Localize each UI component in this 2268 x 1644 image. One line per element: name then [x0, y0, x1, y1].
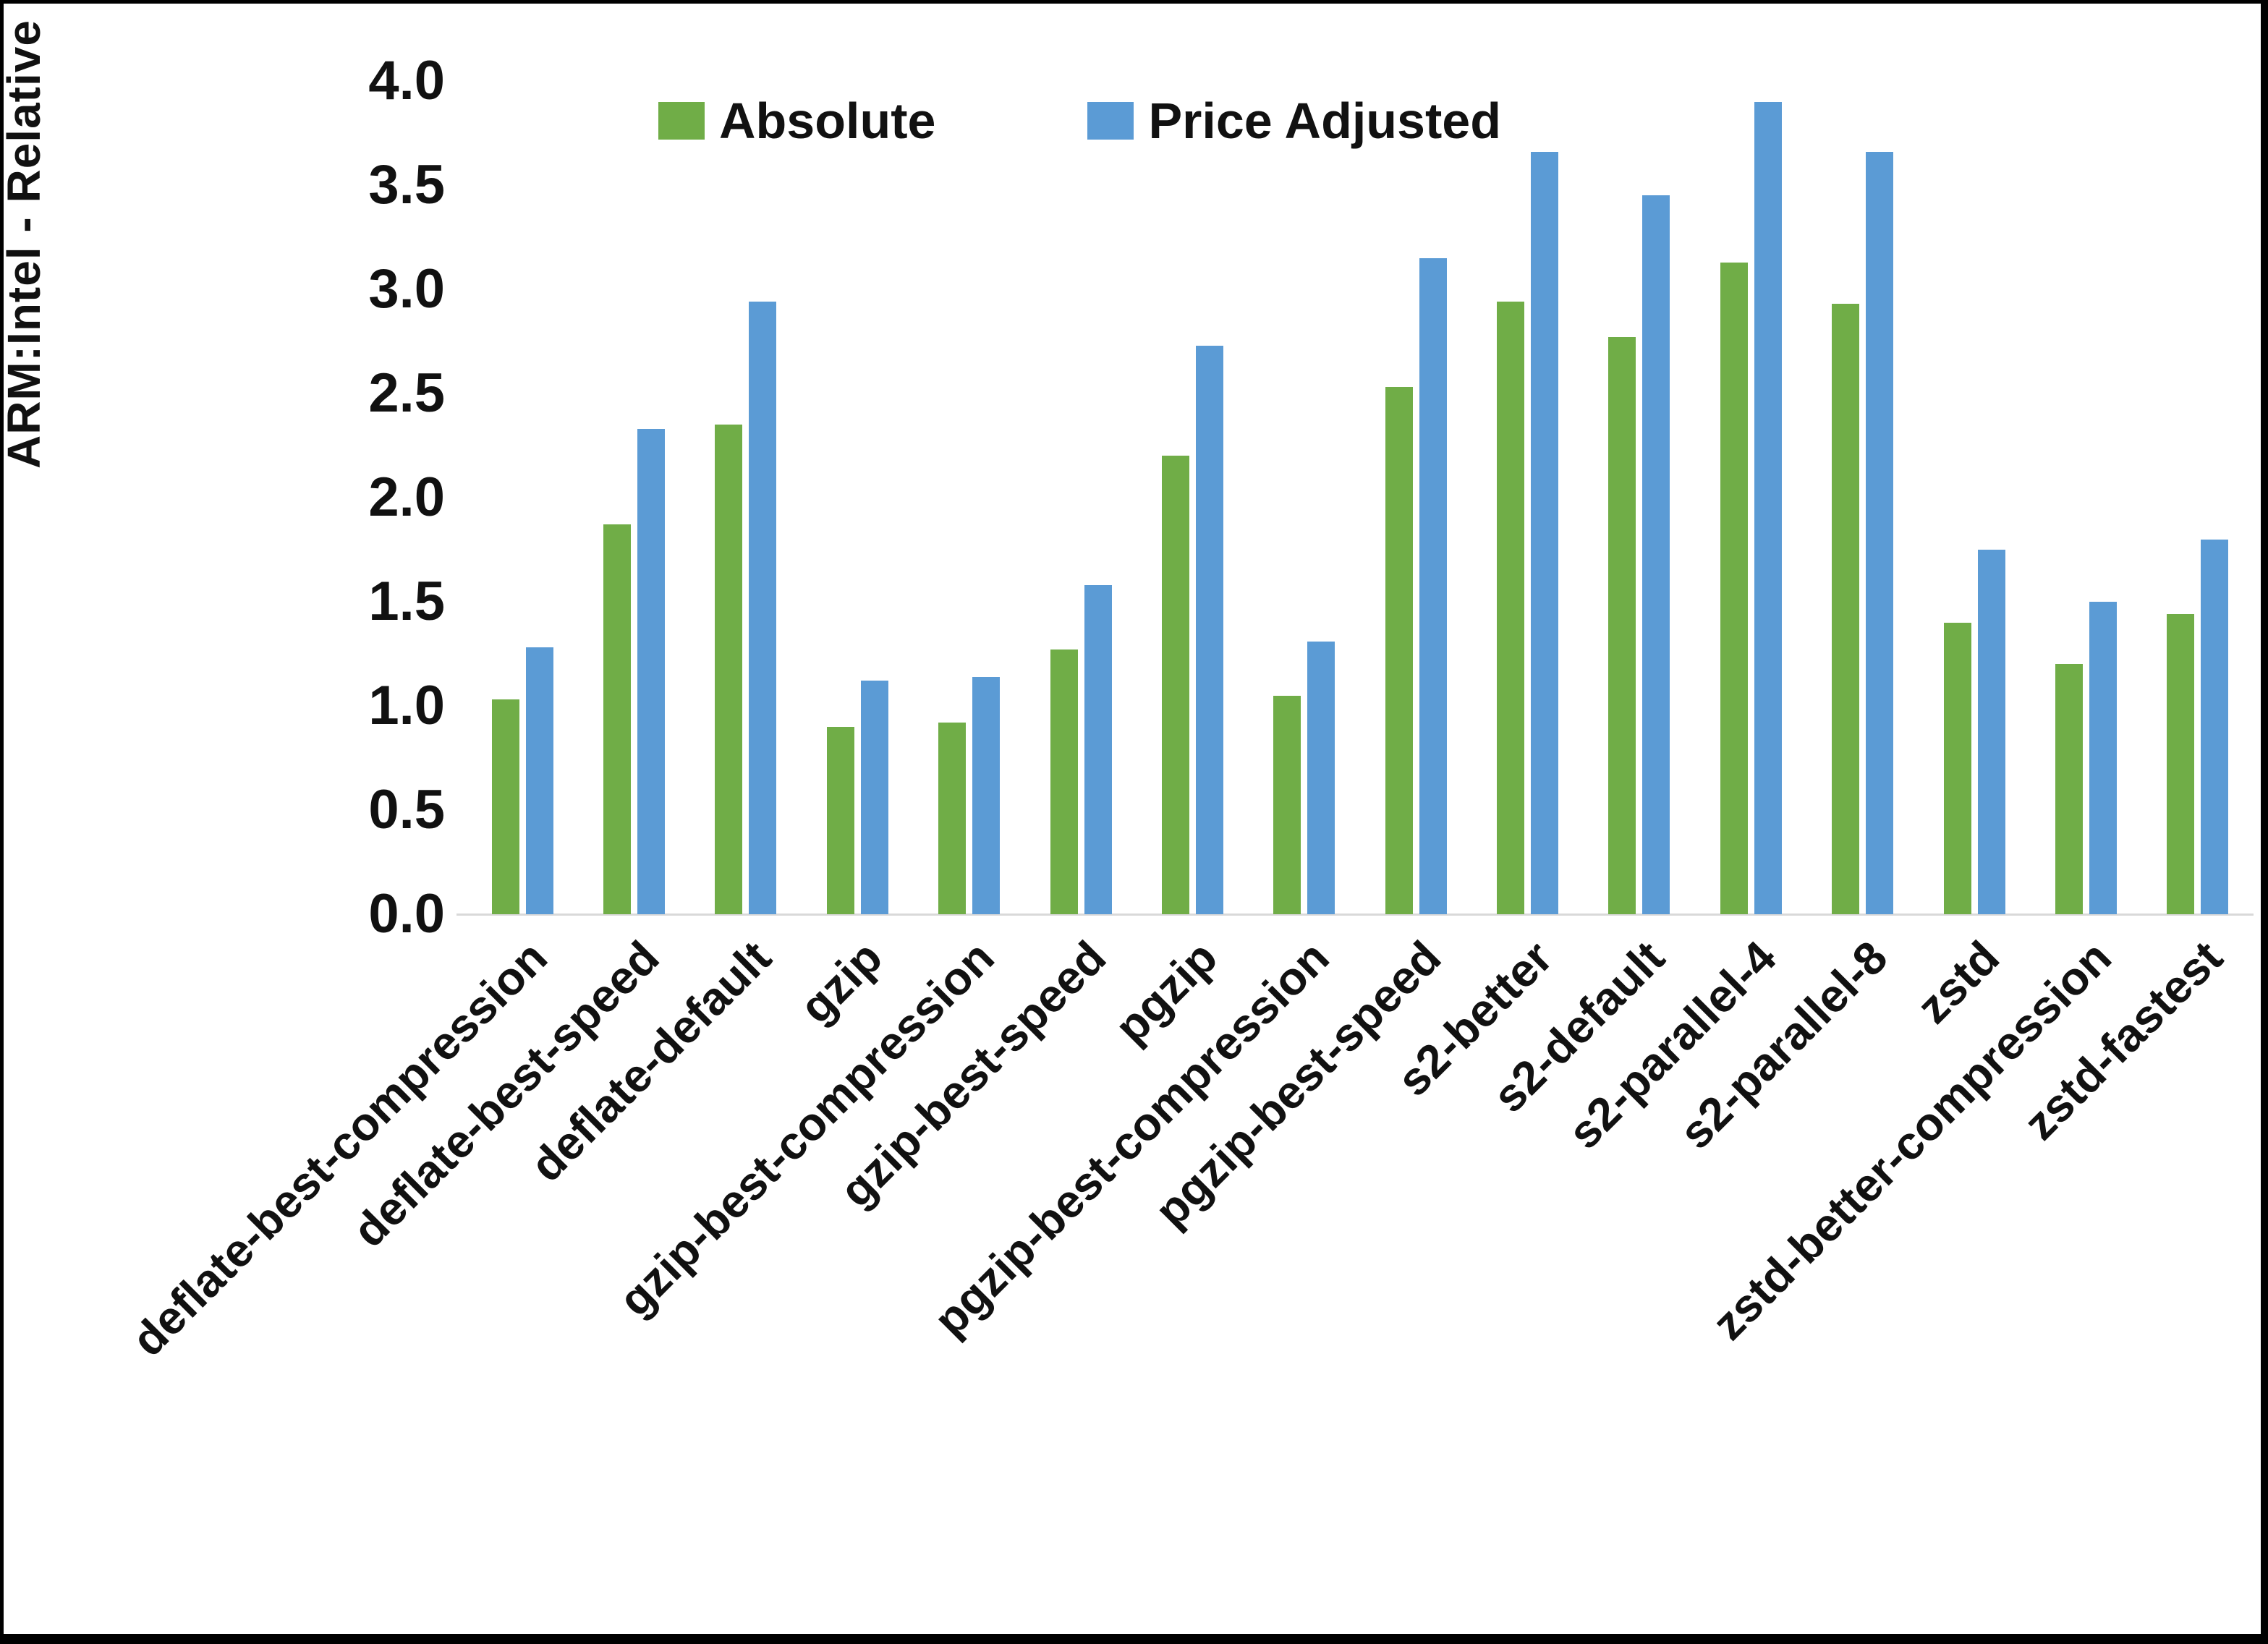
bar-price-adjusted-zstd-fastest — [2201, 539, 2229, 914]
bar-absolute-pgzip-best-speed — [1385, 387, 1413, 914]
y-tick-label-2.5: 2.5 — [368, 362, 445, 424]
bar-price-adjusted-s2-parallel-4 — [1754, 101, 1782, 914]
legend: Absolute Price Adjusted — [658, 92, 1501, 150]
bar-absolute-zstd — [1943, 622, 1971, 914]
bar-price-adjusted-gzip — [860, 681, 888, 914]
bar-absolute-pgzip — [1161, 456, 1189, 914]
legend-label-absolute: Absolute — [719, 93, 936, 149]
legend-swatch-absolute-icon — [658, 102, 705, 140]
bar-absolute-deflate-best-compression — [491, 699, 519, 914]
bar-absolute-deflate-best-speed — [603, 524, 632, 914]
bar-price-adjusted-deflate-default — [749, 302, 777, 914]
bar-group-s2-default: s2-default — [1482, 81, 1695, 1123]
bar-absolute-zstd-fastest — [2167, 614, 2195, 914]
plot-area: deflate-best-compression deflate-best-spe… — [122, 81, 2254, 1366]
bar-group-zstd-fastest: zstd-fastest — [2014, 81, 2254, 1150]
y-tick-label-3.0: 3.0 — [368, 258, 445, 320]
bar-group-s2-better: s2-better — [1388, 81, 1583, 1106]
bar-price-adjusted-s2-parallel-8 — [1866, 151, 1894, 914]
bar-group-zstd-better-compression: zstd-better-compression — [1702, 81, 2141, 1350]
bar-price-adjusted-pgzip-best-speed — [1419, 257, 1447, 914]
y-tick-label-1.5: 1.5 — [368, 571, 445, 632]
x-axis-line — [456, 913, 2254, 916]
bar-group-gzip-best-compression: gzip-best-compression — [609, 81, 1025, 1326]
bar-absolute-s2-parallel-4 — [1720, 262, 1748, 914]
bar-absolute-zstd-better-compression — [2055, 664, 2083, 914]
y-tick-label-1.0: 1.0 — [368, 675, 445, 736]
bar-group-deflate-best-speed: deflate-best-speed — [343, 81, 689, 1257]
y-tick-label-2.0: 2.0 — [368, 467, 445, 528]
bar-price-adjusted-s2-better — [1531, 151, 1559, 914]
bar-group-gzip-best-speed: gzip-best-speed — [830, 81, 1137, 1217]
y-axis-title: ARM:Intel - Relative Performance — [0, 0, 50, 469]
bar-price-adjusted-deflate-best-speed — [637, 428, 666, 914]
bar-absolute-gzip-best-compression — [938, 723, 967, 914]
y-tick-label-4.0: 4.0 — [368, 50, 445, 111]
bar-group-pgzip: pgzip — [1105, 81, 1248, 1053]
bar-group-deflate-default: deflate-default — [520, 81, 802, 1191]
bar-absolute-s2-default — [1608, 337, 1636, 914]
bar-price-adjusted-pgzip — [1195, 345, 1223, 914]
bar-group-pgzip-best-speed: pgzip-best-speed — [1144, 81, 1471, 1237]
bar-group-zstd: zstd — [1907, 81, 2030, 1034]
bar-price-adjusted-gzip-best-speed — [1084, 584, 1112, 914]
x-tick-label-deflate-best-compression: deflate-best-compression — [122, 931, 558, 1366]
legend-label-price-adjusted: Price Adjusted — [1148, 93, 1501, 149]
bar-group-pgzip-best-compression: pgzip-best-compression — [924, 81, 1360, 1346]
bar-price-adjusted-gzip-best-compression — [972, 676, 1001, 914]
bar-group-s2-parallel-4: s2-parallel-4 — [1558, 81, 1806, 1159]
legend-item-price-adjusted: Price Adjusted — [1087, 92, 1501, 150]
bar-absolute-s2-better — [1497, 302, 1525, 914]
bar-absolute-s2-parallel-8 — [1832, 304, 1860, 914]
bar-price-adjusted-pgzip-best-compression — [1307, 641, 1335, 914]
legend-item-absolute: Absolute — [658, 92, 935, 150]
y-tick-label-0.0: 0.0 — [368, 883, 445, 945]
bar-group-deflate-best-compression: deflate-best-compression — [122, 81, 578, 1366]
bar-price-adjusted-zstd-better-compression — [2089, 602, 2117, 914]
bar-group-gzip: gzip — [790, 81, 913, 1034]
bar-absolute-gzip — [826, 726, 854, 914]
bar-group-s2-parallel-8: s2-parallel-8 — [1670, 81, 1919, 1159]
legend-swatch-price-adjusted-icon — [1087, 102, 1134, 140]
bar-price-adjusted-s2-default — [1642, 195, 1670, 914]
bar-absolute-pgzip-best-compression — [1273, 695, 1301, 914]
y-tick-label-3.5: 3.5 — [368, 154, 445, 216]
bar-price-adjusted-deflate-best-compression — [525, 647, 553, 914]
bar-price-adjusted-zstd — [1977, 550, 2005, 914]
bar-absolute-deflate-default — [715, 425, 743, 914]
bar-absolute-gzip-best-speed — [1050, 649, 1078, 914]
x-tick-label-zstd: zstd — [1906, 931, 2010, 1034]
y-tick-label-0.5: 0.5 — [368, 779, 445, 840]
x-tick-label-gzip: gzip — [789, 931, 893, 1034]
